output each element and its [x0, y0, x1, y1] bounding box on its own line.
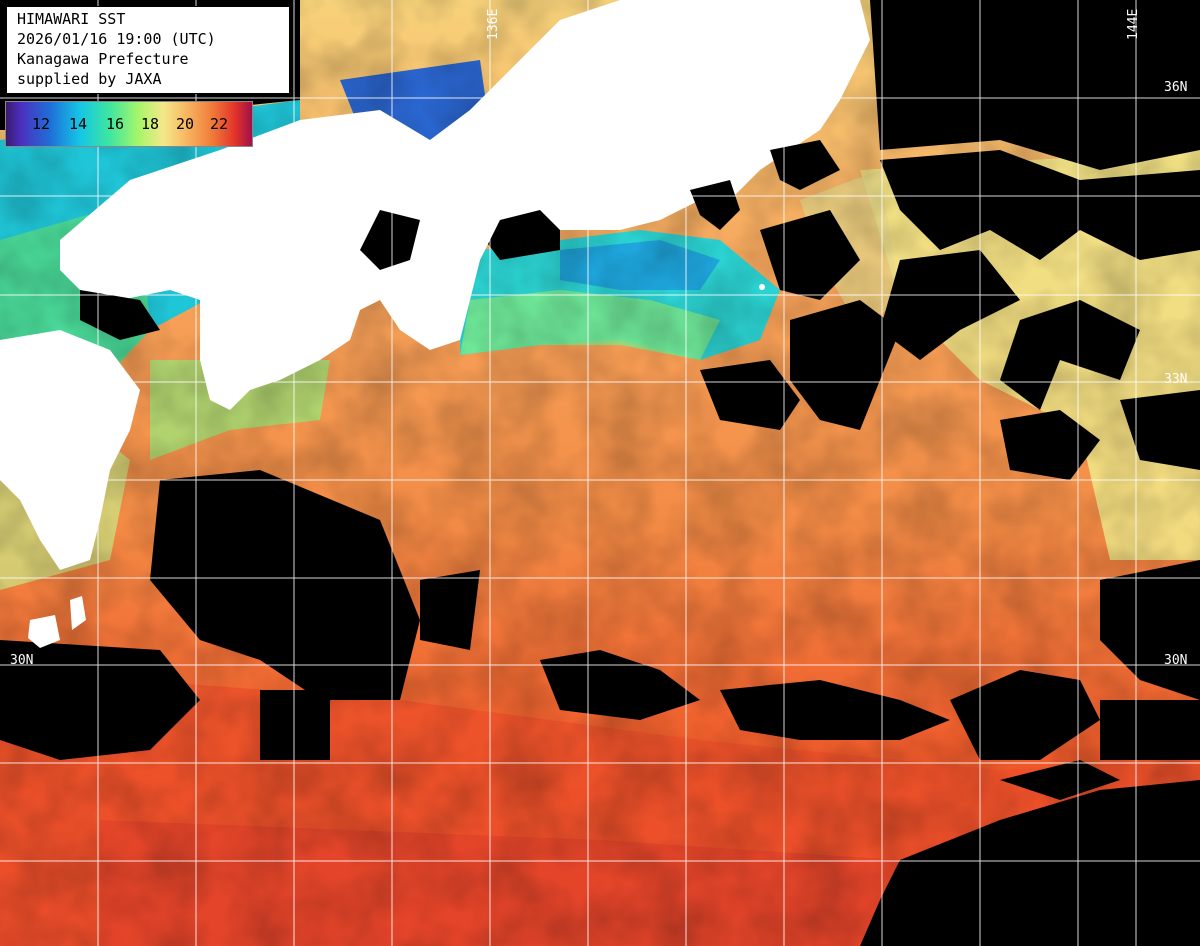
label-lat-30n-left: 30N	[10, 653, 34, 668]
land-masses	[0, 0, 870, 648]
temperature-color-legend: 12 14 16 18 20 22	[5, 101, 253, 147]
land-kyushu	[0, 330, 140, 570]
coastline-shadow	[80, 140, 840, 340]
info-region: Kanagawa Prefecture	[17, 50, 189, 68]
label-lat-33n-right: 33N	[1164, 372, 1188, 387]
label-lat-36n: 36N	[1164, 80, 1188, 95]
land-shikoku	[200, 290, 360, 410]
legend-label-16: 16	[106, 115, 125, 133]
label-lon-144e: 144E	[1126, 8, 1141, 40]
legend-label-20: 20	[176, 115, 195, 133]
info-credit: supplied by JAXA	[17, 70, 162, 88]
info-panel: HIMAWARI SST 2026/01/16 19:00 (UTC) Kana…	[6, 6, 290, 94]
label-lat-30n-right: 30N	[1164, 653, 1188, 668]
legend-label-18: 18	[141, 115, 160, 133]
legend-label-22: 22	[210, 115, 229, 133]
label-lon-136e: 136E	[486, 8, 501, 40]
label-lat-33-left: 33	[10, 372, 26, 387]
legend-label-14: 14	[69, 115, 88, 133]
info-datetime: 2026/01/16 19:00 (UTC)	[17, 30, 216, 48]
land-island-3	[759, 284, 765, 290]
land-island-2	[70, 596, 86, 630]
info-title: HIMAWARI SST	[17, 10, 126, 28]
land-island-1	[28, 615, 60, 648]
land-honshu	[60, 0, 870, 380]
legend-label-12: 12	[32, 115, 51, 133]
